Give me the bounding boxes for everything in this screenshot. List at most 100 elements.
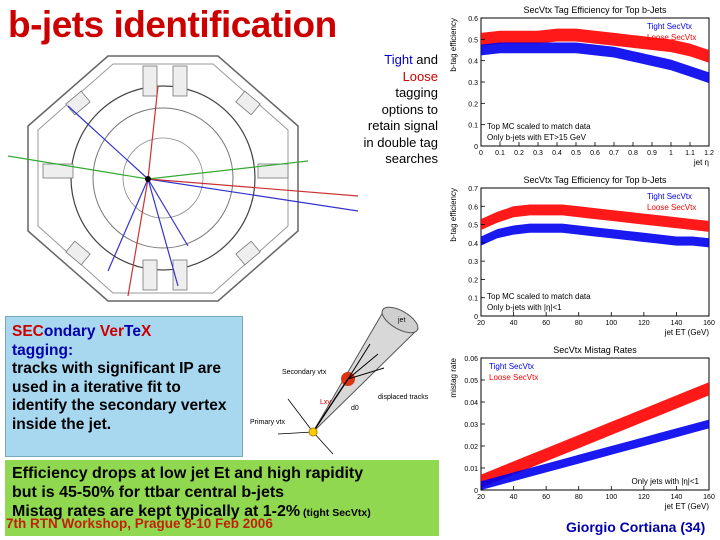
x-tick-label: 20 bbox=[477, 494, 485, 501]
sketch-d0-label: d0 bbox=[351, 405, 359, 412]
eff-vs-et-chart: SecVtx Tag Efficiency for Top b-Jets 0 0.1… bbox=[447, 172, 715, 340]
legend-entry-loose: Loose SecVtx bbox=[647, 203, 696, 212]
y-tick-label: 0.05 bbox=[464, 378, 478, 385]
y-tick-label: 0.2 bbox=[468, 277, 478, 284]
secvtx-body: tracks with significant IP are used in a… bbox=[12, 360, 227, 433]
y-tick-label: 0.6 bbox=[468, 204, 478, 211]
x-tick-label: 160 bbox=[703, 320, 715, 327]
event-display bbox=[7, 46, 363, 311]
x-tick-label: 0 bbox=[479, 150, 483, 157]
heading-ver: Ver bbox=[99, 323, 124, 340]
secvtx-description: SECondary VerTeX tagging: tracks with si… bbox=[5, 316, 243, 457]
jet-sketch-graphic: jet Secondary vtx displaced tracks Prima… bbox=[250, 306, 429, 455]
eff-vs-et-plot: SecVtx Tag Efficiency for Top b-Jets 0 0.1… bbox=[447, 172, 715, 340]
y-axis-label: b-tag efficiency bbox=[449, 18, 458, 72]
series-band-1 bbox=[481, 223, 709, 248]
sketch-displaced-label: displaced tracks bbox=[378, 394, 429, 401]
summary-line-3: Mistag rates are kept typically at 1-2% … bbox=[12, 502, 432, 523]
y-axis-label: mistag rate bbox=[449, 357, 458, 397]
legend-entry-tight: Tight SecVtx bbox=[489, 362, 534, 371]
note-rest: tagging options to retain signal in doub… bbox=[363, 85, 438, 166]
x-tick-label: 80 bbox=[575, 494, 583, 501]
x-tick-label: 0.8 bbox=[628, 150, 638, 157]
chart-title: SecVtx Mistag Rates bbox=[553, 345, 637, 355]
x-tick-label: 0.3 bbox=[533, 150, 543, 157]
y-tick-label: 0.4 bbox=[468, 59, 478, 66]
y-tick-label: 0.3 bbox=[468, 259, 478, 266]
footer-workshop: 7th RTN Workshop, Prague 8-10 Feb 2006 bbox=[6, 516, 273, 531]
x-tick-label: 0.6 bbox=[590, 150, 600, 157]
mistag-plot: SecVtx Mistag Rates 0 0.01 0.02 0.03 0.04 0.05… bbox=[447, 342, 715, 514]
x-tick-label: 100 bbox=[605, 320, 617, 327]
event-display-graphic bbox=[7, 46, 363, 311]
x-tick-label: 80 bbox=[575, 320, 583, 327]
x-tick-label: 0.4 bbox=[552, 150, 562, 157]
x-tick-label: 1 bbox=[669, 150, 673, 157]
chart-background bbox=[447, 172, 715, 340]
series-band-0 bbox=[481, 28, 709, 63]
x-tick-label: 20 bbox=[477, 320, 485, 327]
x-tick-label: 40 bbox=[510, 494, 518, 501]
sketch-secondary-label: Secondary vtx bbox=[282, 369, 327, 376]
x-axis-label: jet ET (GeV) bbox=[664, 502, 710, 511]
y-tick-label: 0.03 bbox=[464, 422, 478, 429]
x-tick-label: 0.5 bbox=[571, 150, 581, 157]
y-tick-label: 0.01 bbox=[464, 466, 478, 473]
x-tick-label: 0.9 bbox=[647, 150, 657, 157]
chart-annotation: Only jets with |η|<1 bbox=[631, 477, 699, 486]
chart-annotation: Only b-jets with |η|<1 bbox=[487, 303, 562, 312]
x-tick-label: 0.1 bbox=[495, 150, 505, 157]
y-tick-label: 0.7 bbox=[468, 186, 478, 193]
heading-sec: SEC bbox=[12, 323, 44, 340]
chart-annotation: Top MC scaled to match data bbox=[487, 122, 591, 131]
heading-x: X bbox=[140, 323, 152, 340]
note-tight: Tight bbox=[384, 52, 413, 67]
y-tick-label: 0 bbox=[474, 144, 478, 151]
y-tick-label: 0.4 bbox=[468, 241, 478, 248]
x-tick-label: 0.2 bbox=[514, 150, 524, 157]
x-tick-label: 120 bbox=[638, 494, 650, 501]
y-axis-label: b-tag efficiency bbox=[449, 188, 458, 242]
sketch-lxy-label: Lxy bbox=[320, 399, 331, 406]
y-tick-label: 0.6 bbox=[468, 16, 478, 23]
plot-frame bbox=[480, 187, 710, 317]
x-tick-label: 140 bbox=[671, 320, 683, 327]
heading-te: Te bbox=[124, 323, 141, 340]
note-and: and bbox=[412, 52, 438, 67]
x-tick-label: 60 bbox=[542, 494, 550, 501]
legend-entry-loose: Loose SecVtx bbox=[489, 373, 538, 382]
y-tick-label: 0.2 bbox=[468, 101, 478, 108]
x-tick-label: 40 bbox=[510, 320, 518, 327]
legend-entry-loose: Loose SecVtx bbox=[647, 33, 696, 42]
x-tick-label: 1.2 bbox=[704, 150, 714, 157]
y-tick-label: 0.3 bbox=[468, 80, 478, 87]
chart-title: SecVtx Tag Efficiency for Top b-Jets bbox=[523, 175, 667, 185]
y-tick-label: 0 bbox=[474, 314, 478, 321]
series-band-1 bbox=[481, 42, 709, 84]
x-tick-label: 140 bbox=[671, 494, 683, 501]
slide-title: b-jets identification bbox=[8, 4, 337, 45]
y-tick-label: 0.04 bbox=[464, 400, 478, 407]
x-tick-label: 60 bbox=[542, 320, 550, 327]
y-tick-label: 0 bbox=[474, 488, 478, 495]
note-loose: Loose bbox=[402, 68, 438, 84]
tagging-options-note: Tight and Loose tagging options to retai… bbox=[362, 52, 438, 168]
summary-line-1: Efficiency drops at low jet Et and high … bbox=[12, 465, 364, 482]
y-tick-label: 0.02 bbox=[464, 444, 478, 451]
x-axis-label: jet η bbox=[693, 158, 709, 167]
summary-line-3-note: (tight SecVtx) bbox=[300, 507, 371, 519]
x-tick-label: 1.1 bbox=[685, 150, 695, 157]
y-tick-label: 0.5 bbox=[468, 223, 478, 230]
eff-vs-eta-plot: SecVtx Tag Efficiency for Top b-Jets 0 0.1… bbox=[447, 2, 715, 170]
legend-entry-tight: Tight SecVtx bbox=[647, 22, 692, 31]
y-tick-label: 0.1 bbox=[468, 296, 478, 303]
sketch-primary-label: Primary vtx bbox=[250, 419, 286, 426]
y-tick-label: 0.5 bbox=[468, 37, 478, 44]
x-tick-label: 0.7 bbox=[609, 150, 619, 157]
eff-vs-eta-chart: SecVtx Tag Efficiency for Top b-Jets 0 0.1… bbox=[447, 2, 715, 170]
sketch-jet-label: jet bbox=[397, 317, 405, 324]
summary-line-3-text: Mistag rates are kept typically at 1-2% bbox=[12, 503, 301, 520]
chart-annotation: Top MC scaled to match data bbox=[487, 292, 591, 301]
chart-annotation: Only b-jets with ET>15 GeV bbox=[487, 133, 587, 142]
x-tick-label: 120 bbox=[638, 320, 650, 327]
